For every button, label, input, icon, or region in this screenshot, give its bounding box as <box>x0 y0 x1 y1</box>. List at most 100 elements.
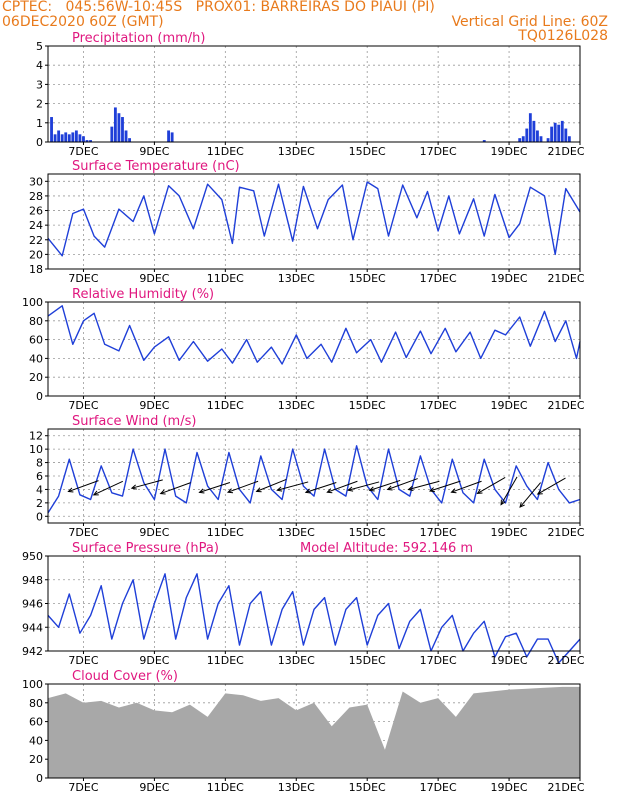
wind-arrow <box>227 480 259 493</box>
pres-panel: Surface Pressure (hPa) Model Altitude: 59… <box>22 541 585 667</box>
wind-arrow <box>93 480 124 496</box>
cloud-ytick-label: 0 <box>36 772 43 785</box>
rh-ytick-label: 80 <box>29 315 43 328</box>
precip-bar <box>113 107 117 142</box>
wind-arrowhead <box>536 489 543 495</box>
wind-ytick-label: 12 <box>29 430 43 443</box>
precip-xtick-label: 17DEC <box>420 145 457 158</box>
precip-ytick-label: 0 <box>36 136 43 149</box>
wind-arrow <box>387 478 418 490</box>
precip-bar <box>64 132 68 142</box>
precip-bar <box>539 136 543 142</box>
wind-xtick-label: 11DEC <box>207 526 244 539</box>
wind-arrow <box>537 477 566 495</box>
header-line1: CPTEC: 045:56W-10:45S PROX01: BARREIRAS … <box>2 0 435 15</box>
precip-bar <box>117 113 121 142</box>
wind-xtick-label: 15DEC <box>349 526 386 539</box>
precip-bar <box>167 130 171 142</box>
wind-arrowhead <box>255 487 262 493</box>
precip-bar <box>71 132 75 142</box>
temp-title: Surface Temperature (nC) <box>72 159 240 174</box>
precip-ytick-label: 2 <box>36 98 43 111</box>
precip-xtick-label: 13DEC <box>278 145 315 158</box>
wind-arrow <box>369 479 401 491</box>
cloud-ytick-label: 100 <box>22 678 43 691</box>
header-init-time: 06DEC2020 60Z (GMT) <box>2 14 164 30</box>
rh-ytick-label: 20 <box>29 371 43 384</box>
precip-bar <box>82 136 85 142</box>
wind-xtick-label: 9DEC <box>139 526 169 539</box>
precip-ytick-label: 1 <box>36 117 43 130</box>
precip-bar <box>564 128 568 142</box>
precip-bar <box>60 134 64 142</box>
cloud-xtick-label: 11DEC <box>207 781 244 794</box>
wind-arrow <box>277 481 309 491</box>
temp-series-line <box>47 181 581 257</box>
pres-ytick-label: 950 <box>22 550 43 563</box>
wind-arrowhead <box>368 486 375 492</box>
precip-bar <box>482 140 486 142</box>
wind-arrowhead <box>159 489 166 495</box>
wind-arrowhead <box>450 488 457 494</box>
cloud-xtick-label: 9DEC <box>139 781 169 794</box>
cloud-ytick-label: 80 <box>29 697 43 710</box>
precip-bar <box>521 136 525 142</box>
cloud-panel: Cloud Cover (%) 0 20 40 60 80 100 7DEC 9DEC 11DEC… <box>22 669 585 794</box>
pres-ytick-label: 944 <box>22 621 43 634</box>
rh-xtick-label: 15DEC <box>349 399 386 412</box>
temp-xtick-label: 17DEC <box>420 272 457 285</box>
temp-xtick-label: 11DEC <box>207 272 244 285</box>
wind-arrowhead <box>276 486 283 492</box>
precip-panel: Precipitation (mm/h) 0 1 2 3 4 5 7DEC 9DEC 11DEC 1… <box>36 31 585 158</box>
wind-arrowhead <box>198 488 205 494</box>
cloud-ytick-label: 20 <box>29 753 43 766</box>
wind-arrowhead <box>130 484 137 490</box>
cloud-xtick-label: 21DEC <box>547 781 584 794</box>
precip-bar <box>67 134 71 142</box>
wind-xtick-label: 21DEC <box>547 526 584 539</box>
wind-arrow <box>199 481 231 493</box>
rh-xtick-label: 21DEC <box>547 399 584 412</box>
cloud-ytick-label: 60 <box>29 716 43 729</box>
precip-frame <box>47 45 581 143</box>
precip-bar <box>124 130 128 142</box>
temp-ytick-label: 18 <box>29 263 43 276</box>
precip-title: Precipitation (mm/h) <box>72 31 205 46</box>
wind-arrow <box>519 482 542 508</box>
temp-xtick-label: 7DEC <box>68 272 98 285</box>
wind-arrowhead <box>326 488 333 494</box>
temp-xtick-label: 13DEC <box>278 272 315 285</box>
rh-title: Relative Humidity (%) <box>72 287 214 302</box>
wind-xtick-label: 19DEC <box>491 526 528 539</box>
wind-arrow <box>477 476 506 494</box>
cloud-frame <box>47 683 581 779</box>
wind-arrowhead <box>476 488 483 494</box>
precip-xtick-label: 15DEC <box>349 145 386 158</box>
precip-bar <box>74 130 78 142</box>
wind-arrow <box>131 479 163 489</box>
wind-xtick-label: 7DEC <box>68 526 98 539</box>
pres-series-line <box>47 573 581 664</box>
precip-bar <box>553 122 557 142</box>
precip-bar <box>85 140 89 142</box>
pres-ytick-label: 946 <box>22 598 43 611</box>
precip-bar <box>128 138 131 142</box>
wind-arrow <box>68 480 99 493</box>
wind-ytick-label: 0 <box>36 510 43 523</box>
precip-bar <box>525 128 529 142</box>
temp-ytick-label: 22 <box>29 234 43 247</box>
pres-xtick-label: 11DEC <box>207 654 244 667</box>
pres-xtick-label: 7DEC <box>68 654 98 667</box>
wind-arrowhead <box>519 502 525 508</box>
wind-ytick-label: 2 <box>36 497 43 510</box>
precip-bar <box>170 132 174 142</box>
temp-panel: Surface Temperature (nC)182022242628307D… <box>29 159 585 285</box>
rh-ytick-label: 60 <box>29 334 43 347</box>
precip-xtick-label: 21DEC <box>547 145 584 158</box>
precip-xtick-label: 11DEC <box>207 145 244 158</box>
precip-bar <box>121 117 124 142</box>
rh-ytick-label: 0 <box>36 390 43 403</box>
precip-bar <box>536 130 539 142</box>
pres-title: Surface Pressure (hPa) <box>72 541 219 556</box>
